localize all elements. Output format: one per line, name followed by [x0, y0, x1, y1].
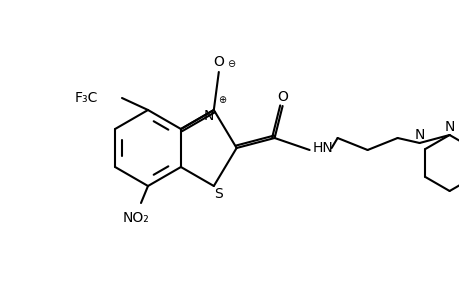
Text: O: O: [277, 90, 287, 104]
Text: O: O: [213, 55, 224, 69]
Text: HN: HN: [312, 141, 332, 155]
Text: N: N: [443, 120, 454, 134]
Text: NO₂: NO₂: [123, 211, 149, 225]
Text: F₃C: F₃C: [74, 91, 98, 105]
Text: S: S: [214, 187, 223, 201]
Text: ⊖: ⊖: [226, 59, 235, 69]
Text: ⊕: ⊕: [217, 95, 225, 105]
Text: N: N: [414, 128, 424, 142]
Text: N: N: [203, 109, 213, 123]
